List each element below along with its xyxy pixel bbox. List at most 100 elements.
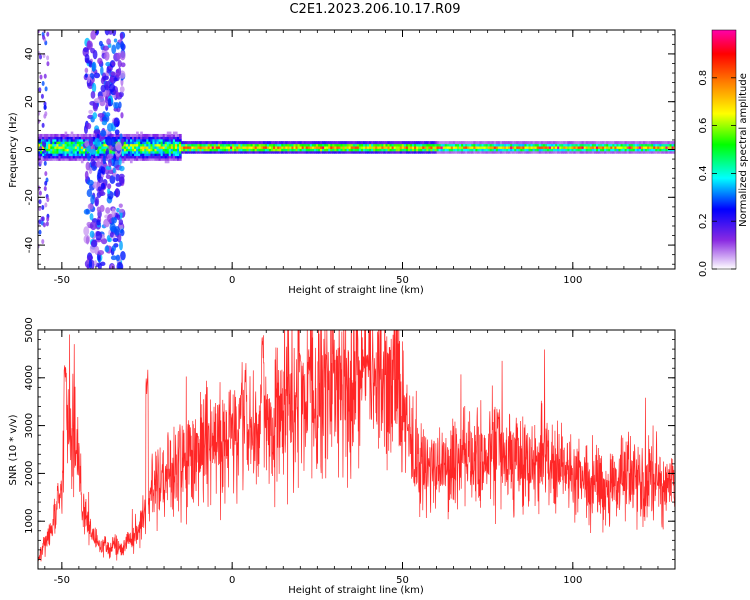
- heatmap-cell: [626, 143, 630, 147]
- heatmap-cell: [101, 141, 105, 145]
- heatmap-noise-blob: [97, 249, 105, 256]
- heatmap-cell: [189, 145, 192, 149]
- heatmap-cell: [142, 141, 145, 145]
- heatmap-cell: [544, 148, 548, 152]
- heatmap-cell: [299, 141, 303, 145]
- heatmap-cell: [101, 150, 105, 154]
- heatmap-cell: [473, 150, 476, 154]
- heatmap-cell: [624, 141, 628, 145]
- heatmap-cell: [138, 157, 141, 161]
- heatmap-cell: [70, 141, 74, 145]
- heatmap-cell: [154, 143, 158, 147]
- heatmap-noise-blob: [102, 45, 110, 51]
- heatmap-cell: [40, 138, 43, 142]
- heatmap-noise-blob: [43, 73, 47, 79]
- heatmap-cell: [612, 143, 615, 147]
- heatmap-cell: [571, 143, 575, 147]
- heatmap-cell: [628, 145, 632, 149]
- heatmap-cell: [342, 150, 346, 154]
- heatmap-noise-blob: [118, 157, 122, 166]
- heatmap-cell: [283, 141, 286, 145]
- heatmap-cell: [485, 148, 489, 152]
- heatmap-cell: [454, 143, 458, 147]
- heatmap-cell: [129, 155, 133, 159]
- heatmap-noise-blob: [113, 38, 118, 43]
- heatmap-cell: [405, 148, 409, 152]
- heatmap-noise-blob: [95, 30, 100, 35]
- heatmap-cell: [371, 141, 374, 145]
- heatmap-cell: [338, 145, 342, 149]
- heatmap-cell: [665, 143, 669, 147]
- heatmap-cell: [154, 145, 158, 149]
- heatmap-noise-blob: [115, 141, 122, 151]
- heatmap-cell: [54, 141, 57, 145]
- heatmap-cell: [305, 150, 309, 154]
- heatmap-cell: [142, 136, 145, 140]
- heatmap-cell: [291, 148, 295, 152]
- heatmap-cell: [56, 148, 60, 152]
- heatmap-cell: [614, 150, 618, 154]
- heatmap-cell: [315, 141, 319, 145]
- heatmap-cell: [166, 150, 170, 154]
- heatmap-cell: [463, 148, 466, 152]
- heatmap-cell: [324, 143, 327, 147]
- heatmap-cell: [477, 145, 481, 149]
- spectrogram-y-tick-label: 20: [24, 95, 35, 108]
- heatmap-noise-blob: [115, 101, 119, 109]
- heatmap-cell: [414, 141, 417, 145]
- heatmap-cell: [40, 143, 43, 147]
- heatmap-cell: [655, 145, 658, 149]
- heatmap-cell: [56, 157, 60, 161]
- heatmap-cell: [166, 133, 170, 137]
- heatmap-cell: [142, 150, 145, 154]
- spectrogram-x-tick-label: 50: [396, 275, 409, 286]
- heatmap-cell: [391, 145, 395, 149]
- heatmap-cell: [95, 150, 98, 154]
- heatmap-cell: [66, 150, 70, 154]
- heatmap-cell: [344, 143, 348, 147]
- heatmap-cell: [469, 148, 472, 152]
- heatmap-cell: [207, 148, 211, 152]
- heatmap-cell: [471, 150, 474, 154]
- heatmap-cell: [279, 143, 282, 147]
- heatmap-cell: [232, 145, 235, 149]
- heatmap-cell: [172, 157, 176, 161]
- heatmap-cell: [60, 138, 64, 142]
- heatmap-cell: [358, 141, 362, 145]
- heatmap-cell: [221, 145, 225, 149]
- heatmap-cell: [162, 143, 166, 147]
- heatmap-cell: [461, 150, 464, 154]
- heatmap-cell: [485, 143, 489, 147]
- heatmap-cell: [303, 141, 307, 145]
- heatmap-cell: [174, 150, 178, 154]
- heatmap-cell: [632, 148, 636, 152]
- heatmap-cell: [452, 145, 456, 149]
- heatmap-cell: [42, 155, 45, 159]
- heatmap-cell: [50, 157, 53, 161]
- heatmap-cell: [426, 141, 429, 145]
- heatmap-cell: [193, 150, 196, 154]
- heatmap-cell: [657, 148, 660, 152]
- heatmap-cell: [385, 150, 389, 154]
- heatmap-cell: [76, 133, 80, 137]
- heatmap-cell: [46, 133, 49, 137]
- heatmap-cell: [179, 153, 182, 157]
- heatmap-cell: [667, 145, 671, 149]
- heatmap-cell: [64, 157, 68, 161]
- heatmap-cell: [538, 141, 542, 145]
- heatmap-cell: [565, 141, 568, 145]
- heatmap-cell: [669, 143, 673, 147]
- heatmap-cell: [160, 141, 164, 145]
- heatmap-cell: [418, 148, 421, 152]
- heatmap-noise-blob: [113, 117, 120, 128]
- heatmap-cell: [189, 141, 192, 145]
- heatmap-cell: [158, 138, 162, 142]
- heatmap-cell: [164, 148, 168, 152]
- spectrogram-x-tick-label: 0: [229, 275, 235, 286]
- heatmap-noise-blob: [118, 173, 125, 179]
- heatmap-cell: [418, 143, 421, 147]
- heatmap-cell: [160, 145, 164, 149]
- heatmap-noise-blob: [109, 231, 114, 238]
- heatmap-cell: [553, 145, 556, 149]
